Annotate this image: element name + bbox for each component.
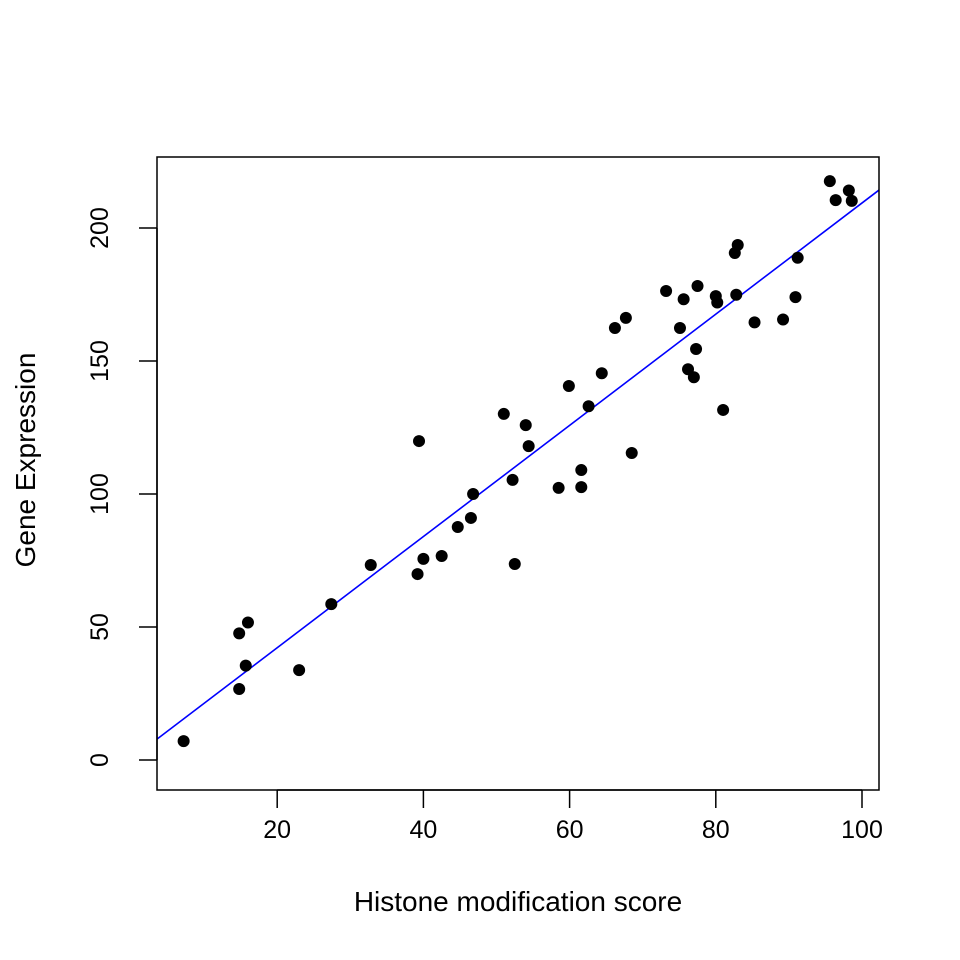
data-point xyxy=(687,371,700,384)
y-axis: 0 50 100 150 200 xyxy=(86,207,158,767)
data-point xyxy=(508,557,521,570)
data-point xyxy=(575,464,588,477)
data-point xyxy=(777,313,790,326)
data-point xyxy=(522,440,535,453)
data-point xyxy=(691,279,704,292)
data-point xyxy=(411,568,424,581)
x-tick-label: 80 xyxy=(702,816,730,844)
data-point xyxy=(728,247,741,260)
data-point xyxy=(690,343,703,356)
data-point xyxy=(625,447,638,460)
data-point xyxy=(711,296,724,309)
data-point xyxy=(239,659,252,672)
data-point xyxy=(823,175,836,188)
data-point xyxy=(673,322,686,335)
y-tick-label: 0 xyxy=(86,753,114,767)
data-point xyxy=(595,367,608,380)
x-tick-label: 20 xyxy=(263,816,291,844)
data-point xyxy=(241,616,254,629)
data-point xyxy=(845,194,858,207)
data-point xyxy=(619,311,632,324)
data-point xyxy=(364,559,377,572)
x-tick-label: 100 xyxy=(841,816,883,844)
data-point xyxy=(451,520,464,533)
data-point xyxy=(562,380,575,393)
data-point xyxy=(293,664,306,677)
data-point xyxy=(748,316,761,329)
data-point xyxy=(467,488,480,500)
data-point xyxy=(791,251,804,264)
data-point xyxy=(829,194,842,207)
x-axis-title: Histone modification score xyxy=(354,886,682,917)
data-points xyxy=(177,175,858,748)
data-point xyxy=(717,403,730,416)
data-point xyxy=(497,407,510,420)
data-point xyxy=(413,435,426,448)
x-tick-label: 60 xyxy=(556,816,584,844)
x-axis: 20 40 60 80 100 xyxy=(263,789,883,844)
data-point xyxy=(575,481,588,494)
data-point xyxy=(582,400,595,413)
data-point xyxy=(730,288,743,301)
regression-line xyxy=(157,189,879,740)
data-point xyxy=(177,735,190,748)
data-point xyxy=(660,285,673,298)
data-point xyxy=(552,481,565,494)
data-point xyxy=(464,511,477,524)
data-point xyxy=(233,627,246,640)
data-point xyxy=(233,682,246,695)
y-axis-title: Gene Expression xyxy=(10,353,41,568)
data-point xyxy=(435,549,448,562)
y-tick-label: 100 xyxy=(86,473,114,515)
data-point xyxy=(608,322,621,335)
y-tick-label: 200 xyxy=(86,207,114,249)
x-tick-label: 40 xyxy=(409,816,437,844)
y-tick-label: 150 xyxy=(86,340,114,382)
plot-frame xyxy=(156,156,880,791)
data-point xyxy=(417,552,430,565)
data-point xyxy=(789,291,802,304)
data-point xyxy=(506,473,519,486)
data-point xyxy=(842,184,855,197)
data-point xyxy=(519,419,532,432)
data-point xyxy=(325,598,338,611)
y-tick-label: 50 xyxy=(86,613,114,641)
data-point xyxy=(677,293,690,306)
